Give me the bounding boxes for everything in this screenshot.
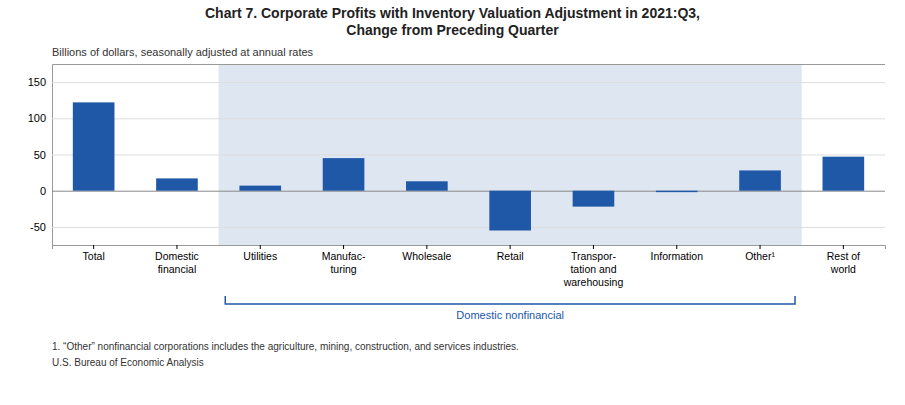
bar (156, 178, 198, 190)
y-tick: -50 (30, 221, 885, 233)
bracket-label: Domestic nonfinancial (456, 309, 564, 321)
bar (656, 191, 698, 192)
bar (406, 181, 448, 190)
bars (73, 102, 864, 230)
y-tick-label: -50 (30, 221, 46, 233)
x-tick-label: Other¹ (745, 250, 775, 262)
x-tick-label-line: Information (650, 250, 703, 262)
x-tick-label: Domesticfinancial (155, 250, 199, 275)
x-tick-mark (426, 245, 427, 249)
x-tick-label-line: Rest of (827, 250, 860, 262)
footnote: 1. “Other” nonfinancial corporations inc… (52, 341, 519, 352)
x-tick-mark (760, 245, 761, 249)
y-tick: 150 (28, 76, 885, 88)
bar (73, 102, 115, 190)
x-tick-label-line: Wholesale (402, 250, 451, 262)
x-tick-label: Total (83, 250, 105, 262)
x-tick: Retail (497, 245, 524, 262)
x-tick-label-line: turing (330, 263, 356, 275)
x-tick-mark (176, 245, 177, 249)
x-tick-label: Utilities (243, 250, 277, 262)
x-tick: Utilities (243, 245, 277, 262)
footnote: U.S. Bureau of Economic Analysis (52, 357, 204, 368)
bar (739, 170, 781, 190)
y-tick: 100 (28, 112, 885, 124)
x-tick-label-line: Other¹ (745, 250, 775, 262)
bar (323, 158, 365, 191)
grid-line (52, 191, 885, 192)
x-tick-label-line: tation and (570, 263, 616, 275)
x-tick-label-line: Manufac- (322, 250, 366, 262)
grid-line (52, 82, 885, 83)
y-tick-label: 100 (28, 112, 46, 124)
x-tick-label: Retail (497, 250, 524, 262)
x-axis-line (53, 246, 886, 250)
x-tick-label-line: Transpor- (571, 250, 617, 262)
x-axis: Total Domesticfinancial Utilities Manufac-t… (53, 245, 886, 288)
y-tick: 50 (34, 149, 885, 161)
grid-line (52, 227, 885, 228)
x-tick: Information (650, 245, 703, 262)
x-tick-mark (93, 245, 94, 249)
x-tick-label: Information (650, 250, 703, 262)
y-tick-label: 50 (34, 149, 46, 161)
bar (489, 191, 531, 231)
x-tick-label: Rest ofworld (827, 250, 860, 275)
grid-line (52, 155, 885, 156)
x-tick: Rest ofworld (827, 245, 860, 275)
x-tick-label-line: Retail (497, 250, 524, 262)
x-tick-label: Manufac-turing (322, 250, 366, 275)
x-tick-label-line: financial (158, 263, 197, 275)
bar (823, 157, 865, 191)
x-tick-label: Transpor-tation andwarehousing (563, 250, 624, 287)
x-tick: Wholesale (402, 245, 451, 262)
x-tick-label-line: Domestic (155, 250, 199, 262)
x-tick-mark (593, 245, 594, 249)
subtitle: Billions of dollars, seasonally adjusted… (52, 46, 314, 58)
x-tick-label-line: Total (83, 250, 105, 262)
x-tick-mark (510, 245, 511, 249)
y-tick-label: 150 (28, 76, 46, 88)
x-tick: Transpor-tation andwarehousing (563, 245, 624, 288)
x-tick-label-line: warehousing (563, 276, 624, 288)
y-axis-line (53, 65, 886, 246)
bracket (225, 296, 795, 304)
y-tick-label: 0 (40, 185, 46, 197)
x-tick-mark (260, 245, 261, 249)
x-tick: Total (83, 245, 105, 262)
x-tick: Other¹ (745, 245, 775, 262)
bar (239, 186, 281, 191)
grid-line (52, 118, 885, 119)
x-tick-mark (843, 245, 844, 249)
annotations: Domestic nonfinancial 1. “Other” nonfinan… (52, 296, 795, 368)
title: Chart 7. Corporate Profits with Inventor… (205, 5, 700, 38)
x-tick-label-line: Utilities (243, 250, 277, 262)
chart: Chart 7. Corporate Profits with Inventor… (0, 0, 905, 405)
x-tick-mark (343, 245, 344, 249)
y-axis: -50 0 50 100 150 (28, 65, 885, 246)
x-tick: Manufac-turing (322, 245, 366, 275)
title-line: Chart 7. Corporate Profits with Inventor… (205, 5, 700, 21)
bar (573, 191, 615, 207)
x-tick-label: Wholesale (402, 250, 451, 262)
x-tick: Domesticfinancial (155, 245, 199, 275)
title-line: Change from Preceding Quarter (346, 22, 559, 38)
x-tick-label-line: world (830, 263, 856, 275)
x-tick-mark (676, 245, 677, 249)
